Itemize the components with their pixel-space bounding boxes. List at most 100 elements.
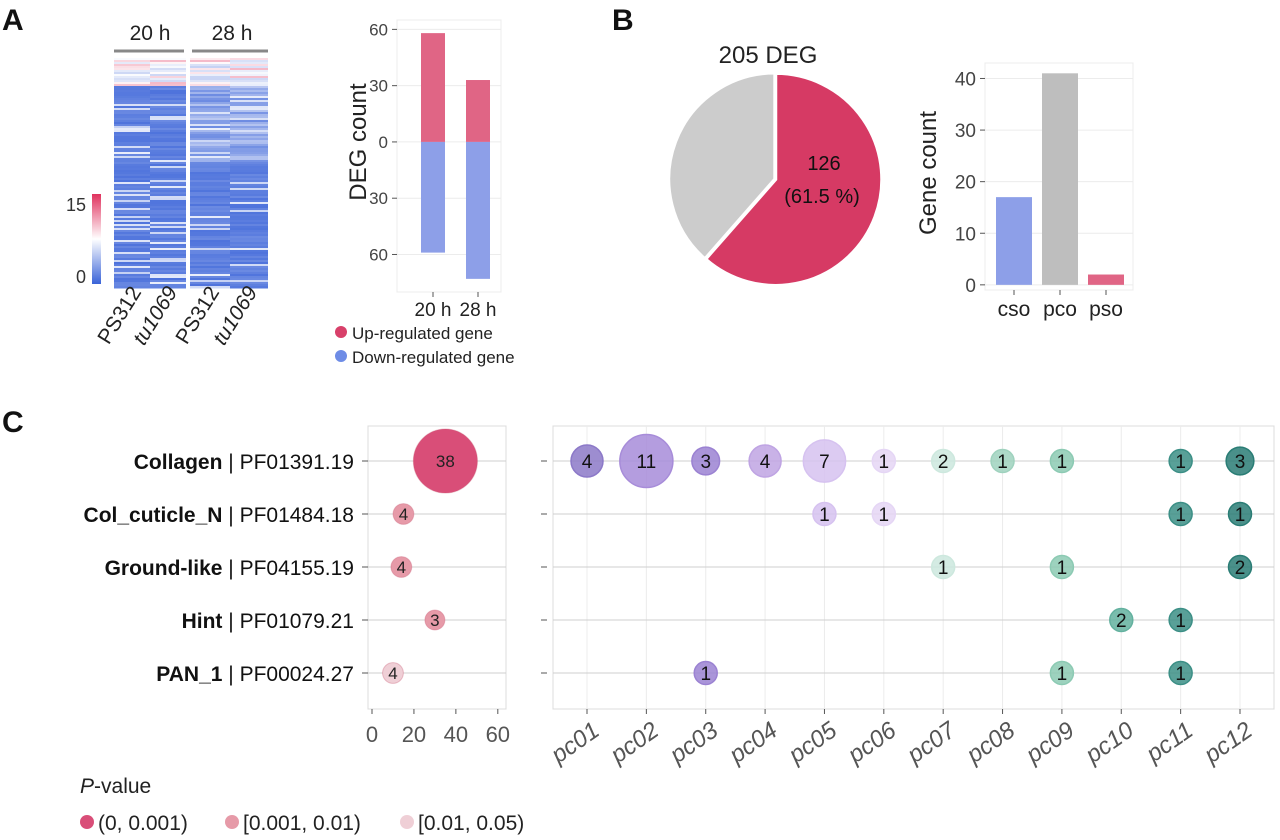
x-tick-label: 28 h: [460, 300, 497, 321]
pvalue-legend-title: P-value: [80, 775, 151, 798]
bubble-count-label: 1: [879, 452, 890, 473]
y-tick-label: 30: [369, 189, 388, 208]
heatmap-cells: [114, 58, 268, 289]
pie-slice: [703, 71, 884, 287]
pvalue-swatch: [225, 815, 239, 829]
domain-name: Collagen: [134, 451, 223, 474]
bar: [421, 141, 445, 253]
bubble: [424, 609, 446, 631]
domain-separator: |: [222, 610, 239, 633]
bubble-count-label: 3: [1235, 452, 1246, 473]
bubble-count-label: 2: [938, 452, 949, 473]
bubble-count-label: 4: [582, 452, 593, 473]
y-tick-label: 60: [369, 20, 388, 39]
pvalue-legend-label: (0, 0.001): [98, 812, 188, 835]
group-label-20h: 20 h: [130, 22, 171, 45]
pvalue-title-italic: P: [80, 775, 94, 798]
bubble-count-label: 1: [1175, 505, 1186, 526]
bubble: [1227, 501, 1253, 527]
row-label: Hint | PF01079.21: [182, 610, 354, 633]
x-tick-label: cso: [998, 298, 1031, 321]
bubble: [930, 448, 956, 474]
pvalue-legend-label: [0.01, 0.05): [418, 812, 524, 835]
domain-id: PF01484.18: [240, 504, 354, 527]
y-tick-label: 0: [965, 276, 976, 297]
pc-bubble-chart: 4 11 3 4 7 1 2 1 1 1 31 1 1 11 1 22 11 1 1 pc01 pc02 pc03 pc0…: [541, 425, 1275, 770]
domain-separator: |: [222, 504, 239, 527]
y-tick-label: 10: [955, 224, 976, 245]
x-tick-label: pc05: [783, 716, 842, 769]
bubble: [1168, 501, 1193, 527]
bar: [466, 80, 490, 142]
bubble-count-label: 4: [760, 452, 771, 473]
panel-label-a: A: [2, 4, 24, 37]
domain-id: PF04155.19: [240, 557, 354, 580]
pvalue-swatch: [400, 815, 414, 829]
bubble-count-label: 1: [1057, 452, 1068, 473]
y-axis-label: DEG count: [345, 83, 372, 201]
y-tick-label: 0: [379, 133, 388, 152]
bubble: [1168, 607, 1193, 633]
bubble: [1168, 660, 1193, 686]
domain-name: PAN_1: [156, 663, 222, 686]
domain-id: PF01079.21: [240, 610, 354, 633]
bubble-count-label: 4: [399, 505, 408, 524]
bar: [1042, 73, 1078, 285]
colorbar-max-label: 15: [66, 195, 86, 215]
bubble-count-label: 11: [636, 452, 656, 473]
y-axis-label: Gene count: [915, 111, 942, 235]
bubble: [392, 503, 415, 525]
domain-separator: |: [222, 663, 239, 686]
x-tick-label: pc11: [1141, 717, 1198, 769]
bubble: [1225, 446, 1255, 476]
y-tick-label: 20: [955, 173, 976, 194]
x-tick-label: pc07: [902, 716, 962, 769]
x-tick-label: pc02: [605, 717, 664, 770]
domain-separator: |: [222, 451, 239, 474]
bubble: [390, 556, 413, 578]
bubble-count-label: 4: [397, 558, 406, 577]
colorbar: [92, 194, 101, 284]
bubble: [802, 439, 847, 483]
group-label-28h: 28 h: [212, 22, 253, 45]
bubble-count-label: 1: [819, 505, 830, 526]
x-tick-label: pc09: [1020, 717, 1079, 770]
y-tick-label: 60: [369, 245, 388, 264]
bar: [421, 33, 445, 142]
x-tick-label: 20: [402, 722, 426, 747]
bubble-count-label: 38: [436, 452, 455, 471]
colorbar-min-label: 0: [76, 267, 86, 287]
x-tick-label: 60: [486, 722, 510, 747]
deg-pie-chart: 205 DEG 126 (61.5 %): [667, 42, 884, 287]
row-label: Col_cuticle_N | PF01484.18: [84, 504, 354, 527]
panel-label-c: C: [2, 406, 24, 439]
bubble: [1168, 448, 1193, 474]
legend-swatch-up: [335, 326, 347, 338]
bubble: [382, 662, 404, 684]
bubble: [693, 660, 718, 686]
bubble: [871, 448, 897, 474]
bubble-count-label: 1: [879, 505, 890, 526]
bubble-count-label: 2: [1116, 611, 1127, 632]
bubble: [570, 444, 604, 478]
domain-name: Ground-like: [105, 557, 223, 580]
x-tick-label: pc03: [664, 716, 723, 769]
heatmap: 20 h 28 h PS312 tu1069 PS312 tu1069 15 0: [66, 22, 268, 349]
deg-bar-chart: 60 30 0 30 60 20 h 28 h DEG count: [345, 19, 502, 321]
panel-label-b: B: [612, 4, 634, 37]
x-tick-label: pc08: [961, 716, 1020, 769]
bubble-count-label: 1: [1235, 505, 1246, 526]
x-tick-label: pc04: [724, 717, 783, 770]
x-tick-label: pc10: [1080, 716, 1139, 769]
y-tick-label: 30: [369, 77, 388, 96]
bubble: [812, 501, 837, 527]
domain-id: PF01391.19: [240, 451, 354, 474]
pie-count-label: 126: [807, 153, 840, 175]
bubble-count-label: 1: [1175, 664, 1186, 685]
domain-id: PF00024.27: [240, 663, 354, 686]
bubble-count-label: 3: [700, 452, 711, 473]
bubble-count-label: 2: [1235, 558, 1246, 579]
x-tick-label: pc12: [1199, 717, 1258, 770]
bubble-count-label: 1: [1175, 611, 1186, 632]
